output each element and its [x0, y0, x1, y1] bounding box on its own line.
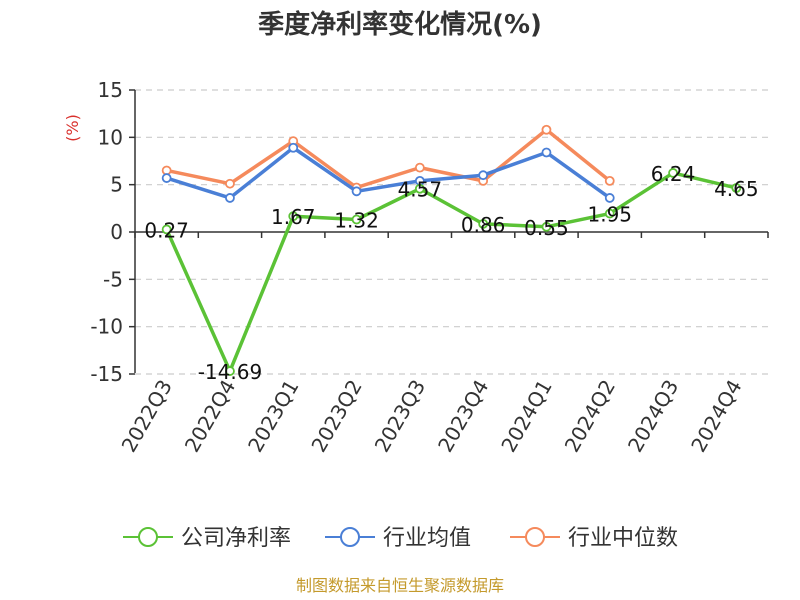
x-tick-label: 2024Q4	[686, 376, 746, 457]
y-tick-label: -10	[90, 315, 123, 339]
y-tick-label: 5	[110, 173, 123, 197]
data-point	[225, 366, 235, 376]
y-tick-label: -15	[90, 362, 123, 386]
data-point	[414, 183, 425, 194]
data-point	[541, 221, 552, 232]
data-point	[351, 214, 362, 225]
legend[interactable]: 公司净利率 行业均值 行业中位数	[123, 526, 678, 551]
y-tick-label: 15	[98, 78, 123, 102]
data-point	[478, 218, 489, 229]
data-labels: 0.27 -14.69 1.67 1.32 4.57 0.86 0.55 1.95 6.24 4.…	[144, 162, 758, 384]
data-label: 0.86	[461, 213, 506, 237]
data-point	[225, 178, 235, 189]
legend-swatch-marker[interactable]	[138, 527, 158, 547]
data-label: 1.67	[271, 205, 316, 229]
x-tick-label: 2022Q4	[180, 376, 240, 457]
series-line	[166, 145, 611, 200]
data-point	[541, 147, 552, 158]
y-tick-label: 10	[98, 125, 123, 149]
data-point	[225, 193, 235, 203]
data-point	[414, 162, 425, 173]
x-tick-label: 2024Q3	[623, 376, 683, 457]
y-tick-label: -5	[103, 267, 123, 291]
data-point	[604, 193, 615, 203]
data-label: 4.57	[398, 178, 443, 202]
x-tick-label: 2023Q2	[306, 376, 366, 457]
x-tick-label: 2023Q3	[370, 376, 430, 457]
chart-title: 季度净利率变化情况(%)	[258, 9, 542, 40]
series-line	[165, 171, 737, 373]
legend-swatch-marker[interactable]	[525, 527, 545, 547]
data-point	[288, 211, 299, 222]
x-tick-label: 2023Q4	[433, 376, 493, 457]
data-point	[604, 208, 615, 219]
x-tick-label: 2024Q1	[496, 376, 556, 457]
data-label: 0.27	[144, 218, 189, 242]
data-label: 1.95	[587, 203, 632, 227]
data-point	[668, 168, 678, 178]
legend-swatch-marker[interactable]	[340, 527, 360, 547]
y-axis-unit: (%)	[63, 114, 82, 142]
y-tick-label: 0	[110, 220, 123, 244]
series-line	[166, 128, 611, 190]
series-lines	[161, 124, 742, 376]
data-point	[161, 173, 172, 183]
legend-label[interactable]: 公司净利率	[181, 526, 291, 551]
data-point	[161, 224, 172, 235]
data-point	[288, 142, 299, 153]
data-point	[604, 175, 615, 186]
data-source: 制图数据来自恒生聚源数据库	[296, 576, 504, 595]
data-point	[478, 170, 489, 181]
x-tick-label: 2022Q3	[117, 376, 177, 457]
data-label: -14.69	[198, 360, 262, 384]
data-point	[731, 183, 742, 193]
data-point	[541, 124, 552, 135]
data-label: 6.24	[651, 162, 696, 186]
data-label: 4.65	[714, 177, 759, 201]
legend-label[interactable]: 行业中位数	[568, 526, 678, 551]
data-point	[351, 186, 362, 197]
data-label: 1.32	[334, 209, 379, 233]
x-tick-label: 2023Q1	[243, 376, 303, 457]
legend-label[interactable]: 行业均值	[383, 526, 471, 551]
x-tick-label: 2024Q2	[560, 376, 620, 457]
data-label: 0.55	[524, 216, 569, 240]
